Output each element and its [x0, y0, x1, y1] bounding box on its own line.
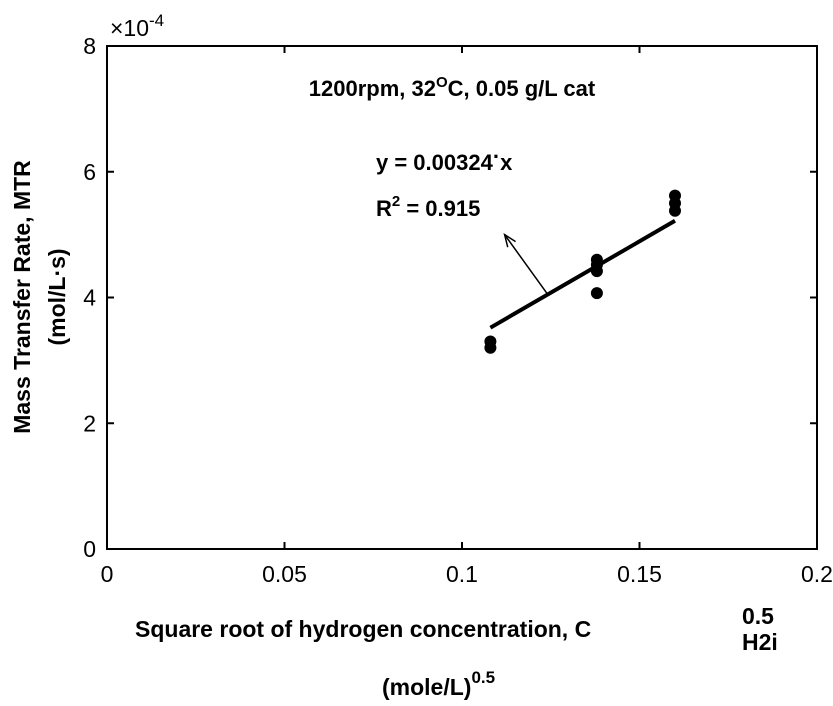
axis-tick-labels: 0 0.05 0.1 0.15 0.2 0 2 4 6 8	[83, 33, 833, 587]
y-tick-label: 8	[83, 33, 96, 59]
data-point	[590, 265, 603, 278]
arrow-group	[503, 232, 548, 295]
y-axis-title-line2: (mol/L·s)	[44, 248, 70, 345]
arrow-head	[503, 232, 516, 248]
x-tick-label: 0.1	[446, 561, 478, 587]
y-tick-label: 2	[83, 410, 96, 436]
y-tick-label: 6	[83, 159, 96, 185]
y-multiplier-exponent: -4	[149, 11, 164, 30]
x-tick-label: 0.05	[262, 561, 307, 587]
r2-value: = 0.915	[400, 196, 480, 221]
y-tick-label: 0	[83, 536, 96, 562]
x-axis-title-line1: Square root of hydrogen concentration, C	[135, 616, 591, 642]
fit-line-group	[489, 219, 677, 330]
fit-line	[489, 219, 677, 330]
x-tick-label: 0.15	[617, 561, 662, 587]
x-axis-title-sub: H2i	[742, 629, 778, 655]
fit-equation: y = 0.00324·x	[376, 144, 513, 175]
plot-frame	[106, 45, 818, 550]
x-tick-label: 0	[101, 561, 114, 587]
chart-annotation-title: 1200rpm, 32OC, 0.05 g/L cat	[309, 74, 596, 101]
fit-equation-tail: x	[500, 150, 513, 175]
axis-ticks	[106, 45, 818, 550]
y-tick-label: 4	[83, 285, 96, 311]
arrow-shaft	[503, 234, 548, 295]
x-axis-title-main: Square root of hydrogen concentration, C	[135, 616, 591, 642]
data-points	[484, 189, 681, 354]
r2-superscript: 2	[392, 193, 400, 210]
data-point	[484, 341, 497, 354]
annotation-title-degree: O	[436, 74, 448, 91]
x-axis-units: (mole/L)	[382, 674, 471, 700]
fit-r-squared: R2 = 0.915	[376, 193, 480, 221]
x-axis-units-exp: 0.5	[471, 668, 495, 687]
y-axis-title-line1: Mass Transfer Rate, MTR	[9, 160, 35, 434]
fit-equation-dot: ·	[493, 144, 500, 169]
annotation-title-tail: C, 0.05 g/L cat	[448, 76, 596, 101]
annotation-title-head: 1200rpm, 32	[309, 76, 436, 101]
data-point	[590, 287, 603, 300]
y-multiplier-prefix: ×10	[110, 15, 149, 41]
fit-equation-head: y = 0.00324	[376, 150, 494, 175]
y-axis-multiplier: ×10-4	[110, 11, 164, 41]
r2-prefix: R	[376, 196, 392, 221]
y-axis-title: Mass Transfer Rate, MTR (mol/L·s)	[9, 160, 70, 434]
x-axis-title-line2: (mole/L)0.5	[382, 668, 495, 700]
data-point	[669, 204, 681, 217]
x-axis-title-sup: 0.5	[742, 603, 774, 629]
x-tick-label: 0.2	[801, 561, 833, 587]
